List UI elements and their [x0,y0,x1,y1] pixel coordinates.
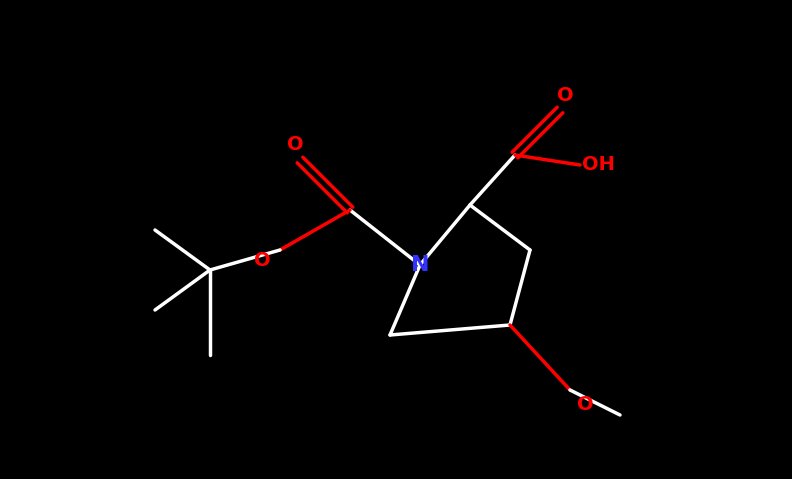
Text: O: O [253,251,270,270]
Text: OH: OH [581,156,615,174]
Text: O: O [287,136,303,155]
Text: O: O [577,396,593,414]
Text: O: O [557,85,573,104]
Text: N: N [411,255,429,275]
